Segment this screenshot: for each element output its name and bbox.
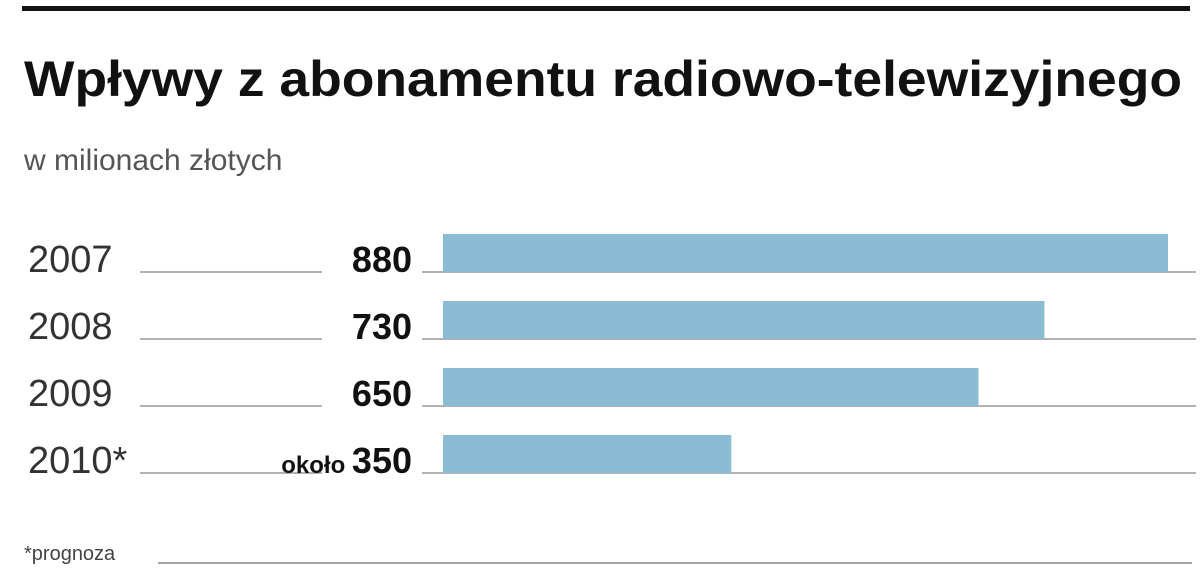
footnote: *prognoza	[24, 543, 116, 565]
chart-title: Wpływy z abonamentu radiowo-telewizyjneg…	[24, 51, 1182, 107]
category-label: 2008	[28, 306, 113, 348]
value-label: 880	[352, 239, 412, 280]
value-label: około 350	[281, 440, 412, 481]
top-rule	[22, 6, 1190, 11]
category-label: 2007	[28, 239, 113, 281]
bar	[443, 368, 979, 406]
bar	[443, 435, 732, 473]
bar	[443, 234, 1168, 272]
category-label: 2010*	[28, 440, 128, 482]
bar	[443, 301, 1045, 339]
value-label: 730	[352, 306, 412, 347]
chart-subtitle: w milionach złotych	[23, 144, 282, 177]
category-label: 2009	[28, 373, 113, 415]
value-label: 650	[352, 373, 412, 414]
